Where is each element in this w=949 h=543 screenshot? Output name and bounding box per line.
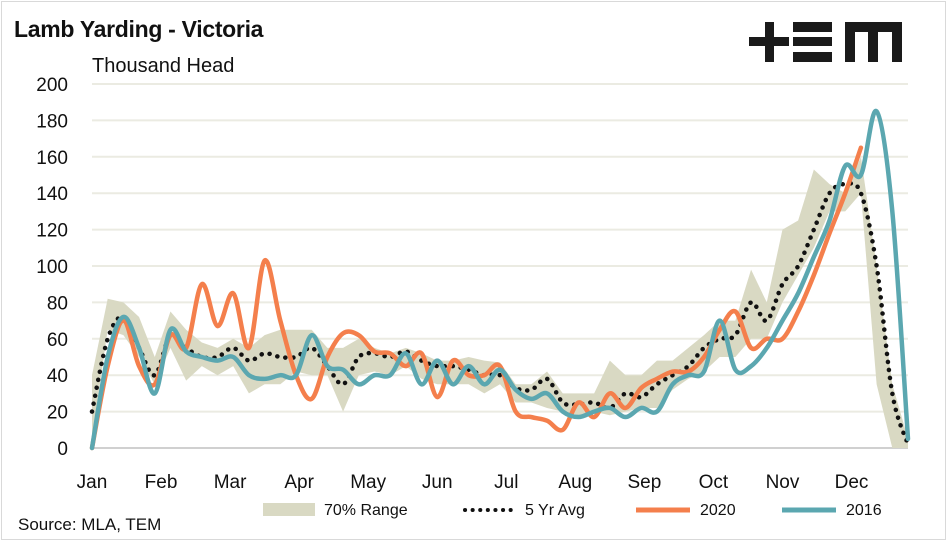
y-tick-label: 0 [57, 439, 68, 460]
y-tick-label: 40 [47, 366, 68, 387]
legend-label-range: 70% Range [324, 502, 408, 519]
y-tick-label: 20 [47, 403, 68, 424]
range-70-band [92, 156, 908, 449]
x-tick-label: Jul [494, 472, 518, 493]
series-2020-line [89, 145, 864, 451]
y-tick-label: 200 [36, 75, 68, 96]
y-tick-label: 80 [47, 293, 68, 314]
y-tick-label: 180 [36, 111, 68, 132]
y-tick-label: 140 [36, 184, 68, 205]
legend-label-avg: 5 Yr Avg [525, 502, 585, 519]
x-tick-label: Dec [835, 472, 869, 493]
source-note: Source: MLA, TEM [18, 515, 162, 534]
y-tick-label: 60 [47, 330, 68, 351]
y-tick-label: 160 [36, 148, 68, 169]
y-axis-unit-label: Thousand Head [92, 55, 235, 77]
chart-title: Lamb Yarding - Victoria [14, 16, 264, 42]
series-2016-line [89, 109, 911, 451]
series-5yr-avg-line [89, 181, 911, 447]
x-tick-label: Nov [766, 472, 800, 493]
legend-swatch-range [263, 503, 315, 516]
x-tick-label: Feb [145, 472, 178, 493]
legend-label-2016: 2016 [846, 502, 882, 519]
x-tick-label: Aug [558, 472, 592, 493]
x-tick-label: Oct [699, 472, 729, 493]
x-tick-label: Apr [284, 472, 314, 493]
legend: 70% Range 5 Yr Avg 2020 2016 [263, 502, 882, 519]
legend-label-2020: 2020 [700, 502, 736, 519]
x-tick-label: Sep [627, 472, 661, 493]
y-tick-label: 100 [36, 257, 68, 278]
x-tick-label: May [350, 472, 386, 493]
x-tick-label: Jun [422, 472, 453, 493]
y-tick-label: 120 [36, 221, 68, 242]
x-tick-label: Mar [214, 472, 247, 493]
x-tick-label: Jan [77, 472, 108, 493]
tem-logo [749, 22, 902, 62]
